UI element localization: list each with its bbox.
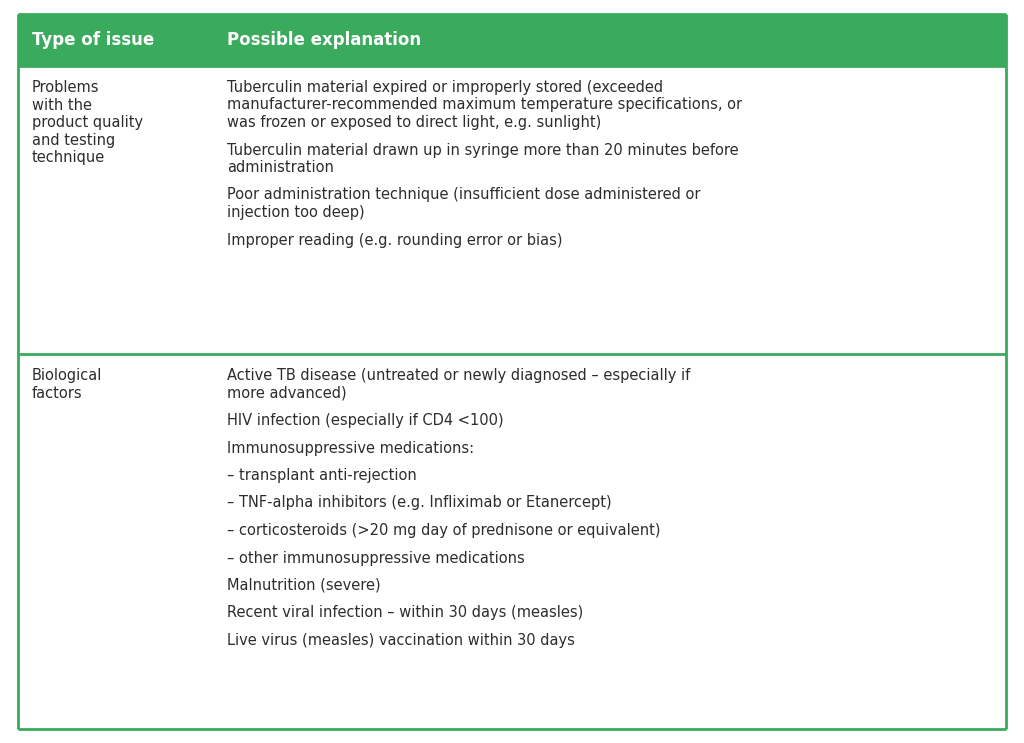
Text: Immunosuppressive medications:: Immunosuppressive medications:: [227, 441, 474, 455]
Text: – other immunosuppressive medications: – other immunosuppressive medications: [227, 551, 524, 565]
Text: Improper reading (e.g. rounding error or bias): Improper reading (e.g. rounding error or…: [227, 233, 562, 247]
Text: Possible explanation: Possible explanation: [227, 31, 421, 49]
Text: – transplant anti-rejection: – transplant anti-rejection: [227, 468, 417, 483]
Text: was frozen or exposed to direct light, e.g. sunlight): was frozen or exposed to direct light, e…: [227, 115, 601, 130]
Bar: [18, 66, 1006, 729]
Text: manufacturer-recommended maximum temperature specifications, or: manufacturer-recommended maximum tempera…: [227, 97, 742, 112]
Text: and testing: and testing: [32, 132, 116, 148]
Text: Active TB disease (untreated or newly diagnosed – especially if: Active TB disease (untreated or newly di…: [227, 368, 690, 383]
Text: Poor administration technique (insufficient dose administered or: Poor administration technique (insuffici…: [227, 187, 700, 203]
Text: Biological: Biological: [32, 368, 102, 383]
Text: Tuberculin material expired or improperly stored (exceeded: Tuberculin material expired or improperl…: [227, 80, 664, 95]
Text: Tuberculin material drawn up in syringe more than 20 minutes before: Tuberculin material drawn up in syringe …: [227, 143, 738, 158]
Text: factors: factors: [32, 386, 83, 400]
Text: Malnutrition (severe): Malnutrition (severe): [227, 578, 381, 593]
Text: Problems: Problems: [32, 80, 99, 95]
Text: HIV infection (especially if CD4 <100): HIV infection (especially if CD4 <100): [227, 413, 504, 428]
Text: – TNF-alpha inhibitors (e.g. Infliximab or Etanercept): – TNF-alpha inhibitors (e.g. Infliximab …: [227, 496, 611, 510]
Text: with the: with the: [32, 97, 92, 112]
Text: more advanced): more advanced): [227, 386, 347, 400]
Text: – corticosteroids (>20 mg day of prednisone or equivalent): – corticosteroids (>20 mg day of prednis…: [227, 523, 660, 538]
Text: Recent viral infection – within 30 days (measles): Recent viral infection – within 30 days …: [227, 606, 584, 620]
Text: Live virus (measles) vaccination within 30 days: Live virus (measles) vaccination within …: [227, 633, 574, 648]
Text: injection too deep): injection too deep): [227, 205, 365, 220]
Text: Type of issue: Type of issue: [32, 31, 155, 49]
Text: technique: technique: [32, 150, 105, 165]
Text: product quality: product quality: [32, 115, 143, 130]
Text: administration: administration: [227, 160, 334, 175]
Bar: [18, 14, 1006, 66]
